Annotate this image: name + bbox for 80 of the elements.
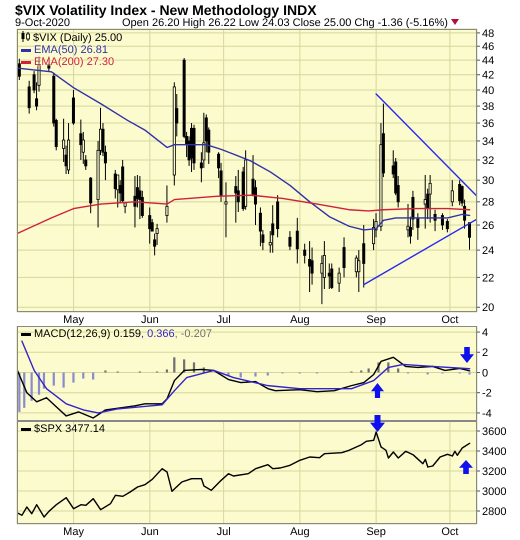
x-tick-label: Sep [366, 526, 386, 538]
y-tick-label: 24 [482, 245, 494, 258]
y-tick-label: 3200 [482, 466, 506, 478]
y-tick-label: 22 [482, 272, 494, 284]
x-tick-label: Jul [216, 526, 231, 538]
candlestick [468, 222, 472, 250]
candlestick [271, 204, 274, 254]
y-tick-label: 2800 [482, 506, 506, 518]
y-tick-label: 3000 [482, 486, 506, 498]
y-tick-label: 20 [482, 302, 494, 314]
y-tick-label: 4 [482, 326, 488, 339]
candlestick [79, 119, 82, 160]
candlestick [254, 180, 257, 226]
y-tick-label: 38 [482, 101, 494, 114]
y-tick-label: 0 [482, 367, 488, 380]
candlestick [446, 218, 449, 233]
y-tick-label: 30 [482, 175, 494, 188]
legend-label: MACD(12,26,9) 0.159 [33, 328, 141, 340]
candlestick [342, 236, 346, 278]
x-tick-label: Oct [441, 314, 459, 326]
candlestick [138, 176, 142, 220]
y-tick-label: 3400 [482, 446, 506, 458]
x-tick-label: Aug [290, 526, 310, 538]
y-tick-label: 3600 [482, 426, 506, 438]
candlestick [338, 267, 341, 292]
series-label: , -0.207 [174, 328, 212, 340]
x-tick-label: Aug [290, 314, 310, 326]
y-tick-label: 48 [482, 28, 494, 40]
bar [52, 372, 55, 386]
y-tick-label: -4 [482, 408, 492, 420]
candlestick [303, 243, 306, 264]
y-tick-label: 32 [482, 154, 494, 167]
line-series [17, 356, 470, 419]
candlestick [424, 174, 427, 230]
candlestick [148, 206, 152, 244]
bar [426, 372, 429, 375]
x-tick-label: May [63, 526, 84, 538]
y-tick-label: 40 [482, 84, 494, 97]
bar [240, 372, 242, 378]
y-tick-label: 2 [482, 347, 488, 360]
legend-label: $VIX (Daily) 25.00 [32, 31, 122, 44]
y-tick-label: 26 [482, 220, 494, 232]
x-tick-label: Jul [216, 314, 231, 326]
bar [173, 357, 176, 372]
candlestick [416, 212, 420, 240]
x-tick-label: Oct [441, 526, 459, 538]
x-tick-label: Sep [366, 314, 386, 326]
x-tick-label: Jun [140, 526, 159, 538]
x-tick-label: Jun [140, 314, 159, 326]
bar [62, 372, 65, 388]
candlestick [450, 180, 454, 207]
y-tick-label: 36 [482, 118, 494, 130]
y-tick-label: 44 [482, 55, 494, 68]
x-tick-label: May [63, 314, 84, 326]
candlestick [288, 230, 292, 251]
bar [82, 372, 84, 379]
candlestick [28, 80, 31, 114]
chart-title: $VIX Volatility Index - New Methodology INDX [15, 2, 317, 18]
text: , 0.366 [141, 328, 175, 340]
legend-label: $SPX 3477.14 [33, 423, 105, 435]
candlestick [258, 206, 262, 247]
candlestick [165, 184, 168, 224]
legend-label: EMA(50) 26.81 [33, 44, 109, 56]
bar [18, 372, 20, 412]
y-tick-label: 46 [482, 41, 494, 54]
candlestick [428, 174, 432, 224]
y-tick-label: 28 [482, 196, 494, 209]
candlestick [224, 182, 228, 238]
annotation: Open 26.20 High 26.22 Low 24.03 Close 25.00 Chg -1.36 (-5.16%) [122, 17, 449, 29]
bar [397, 368, 400, 372]
bar [23, 372, 26, 408]
y-tick-label: 34 [482, 136, 494, 148]
annotation: 9-Oct-2020 [15, 17, 70, 29]
line-series [21, 340, 470, 414]
bar [72, 372, 75, 383]
bar [266, 372, 269, 376]
candlestick [296, 217, 299, 264]
y-tick-label: 42 [482, 70, 494, 82]
candlestick [330, 262, 334, 290]
y-tick-label: -2 [482, 388, 492, 400]
